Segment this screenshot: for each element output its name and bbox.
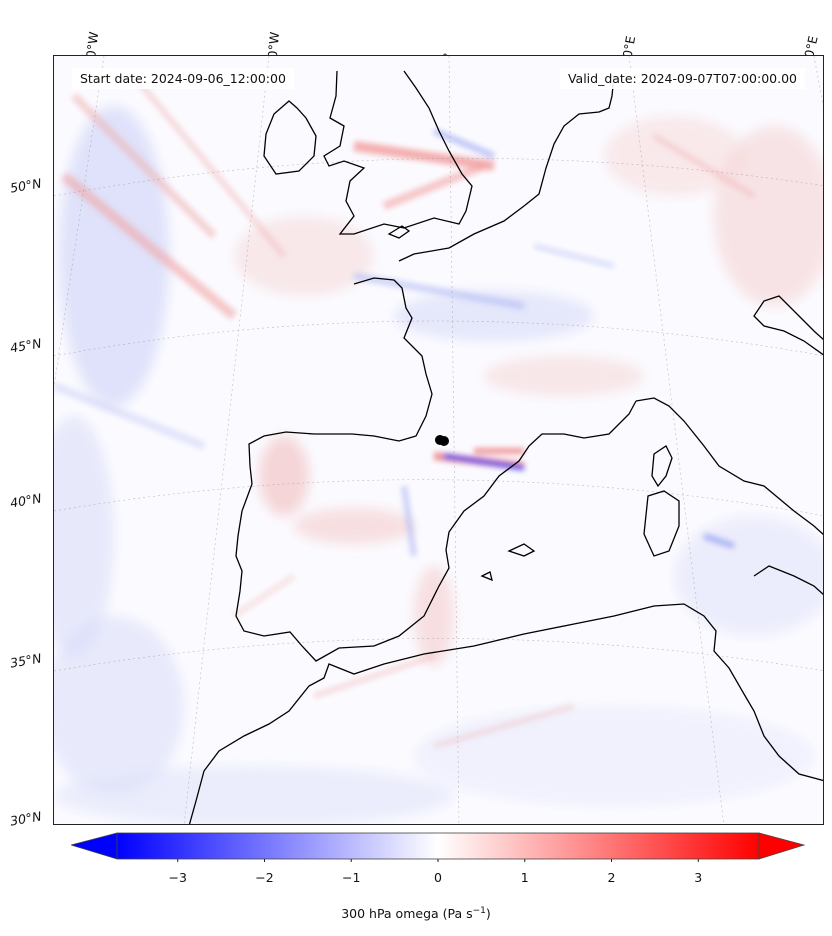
colorbar-max-extend xyxy=(758,832,805,860)
coastlines xyxy=(188,70,823,824)
colorbar-tick-label: 1 xyxy=(520,870,529,885)
colorbar xyxy=(71,832,805,862)
marker-dot[interactable] xyxy=(435,435,449,446)
colorbar-gradient xyxy=(116,832,760,860)
omega-map xyxy=(54,56,823,824)
colorbar-tick-label: −1 xyxy=(342,870,361,885)
colorbar-tick-label: −2 xyxy=(255,870,274,885)
lat-label-50n: 50°N xyxy=(8,175,43,196)
lat-label-45n: 45°N xyxy=(8,335,43,356)
lat-label-35n: 35°N xyxy=(8,650,43,671)
lat-label-40n: 40°N xyxy=(8,490,43,511)
omega-field xyxy=(54,106,823,824)
colorbar-label-prefix: 300 hPa omega (Pa s xyxy=(341,906,473,922)
colorbar-tick-label: 2 xyxy=(607,870,616,885)
colorbar-min-extend xyxy=(71,832,118,860)
lat-label-30n: 30°N xyxy=(8,808,43,829)
colorbar-tick-label: −3 xyxy=(168,870,187,885)
map-panel[interactable]: Start date: 2024-09-06_12:00:00 Valid_da… xyxy=(53,55,824,825)
colorbar-label-suffix: ) xyxy=(485,906,491,922)
start-date-label: Start date: 2024-09-06_12:00:00 xyxy=(72,68,294,89)
colorbar-tick-label: 3 xyxy=(694,870,703,885)
colorbar-tick-label: 0 xyxy=(434,870,442,885)
valid-date-label: Valid_date: 2024-09-07T07:00:00.00 xyxy=(559,68,805,89)
graticule xyxy=(54,56,823,824)
colorbar-tickmarks xyxy=(177,859,699,862)
colorbar-label: 300 hPa omega (Pa s−1) xyxy=(0,906,832,921)
omega-streaks xyxy=(54,74,756,749)
colorbar-label-exp: −1 xyxy=(472,906,486,916)
